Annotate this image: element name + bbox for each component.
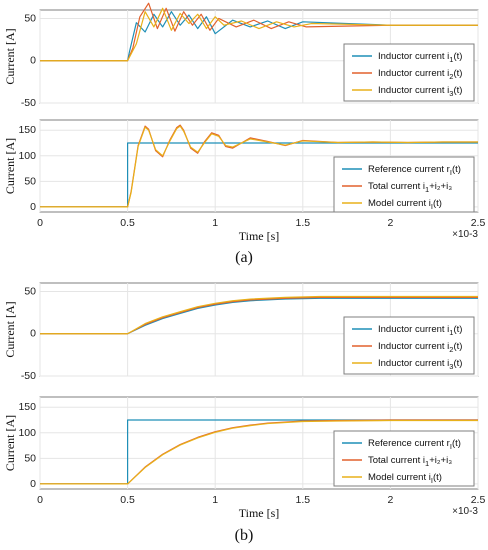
- legend: Inductor current i1(t) Inductor current i…: [343, 43, 475, 102]
- x-tick-label: 2.5: [471, 494, 486, 506]
- series-line-2: [40, 2, 478, 62]
- y-tick-label: -50: [21, 370, 36, 382]
- legend-label: Inductor current i1(t): [378, 324, 462, 337]
- y-axis-label: Current [A]: [3, 415, 17, 471]
- y-tick-label: 100: [18, 150, 36, 162]
- series-line-1: [40, 297, 478, 335]
- caption-a: (a): [235, 249, 253, 266]
- x-tick-label: 0: [37, 494, 43, 506]
- y-tick-label: 50: [24, 452, 36, 464]
- x-tick-label: 1: [212, 217, 218, 229]
- series-line-3: [40, 125, 478, 208]
- legend-label: Model current iI(t): [368, 198, 442, 211]
- y-axis-label: Current [A]: [3, 301, 17, 357]
- y-axis-label: Current [A]: [3, 138, 17, 194]
- y-tick-label: 150: [18, 401, 36, 413]
- x-tick-label: 2.5: [471, 217, 486, 229]
- series-line-2: [40, 296, 478, 335]
- y-tick-label: 50: [24, 12, 36, 24]
- y-tick-label: 150: [18, 124, 36, 136]
- x-tick-label: 0.5: [120, 217, 135, 229]
- legend-label: Inductor current i2(t): [378, 68, 462, 81]
- series-line-3: [40, 295, 478, 335]
- legend: Inductor current i1(t) Inductor current i…: [343, 316, 475, 375]
- legend-label: Inductor current i1(t): [378, 51, 462, 64]
- x-tick-label: 2: [387, 217, 393, 229]
- y-tick-label: 100: [18, 427, 36, 439]
- y-tick-label: 0: [30, 328, 36, 340]
- y-tick-label: -50: [21, 97, 36, 109]
- legend-label: Total current i1+i₂+i₃: [368, 181, 452, 194]
- x-tick-label: 1.5: [295, 217, 310, 229]
- x-multiplier: ×10-3: [452, 506, 478, 517]
- y-axis-label: Current [A]: [3, 28, 17, 84]
- legend: Reference current rI(t) Total current i1+…: [333, 156, 475, 213]
- y-tick-label: 0: [30, 201, 36, 213]
- y-tick-label: 0: [30, 55, 36, 67]
- x-axis-label: Time [s]: [239, 506, 280, 520]
- legend-label: Inductor current i2(t): [378, 341, 462, 354]
- caption-b: (b): [235, 527, 254, 544]
- x-tick-label: 0: [37, 217, 43, 229]
- legend-label: Reference current rI(t): [368, 438, 461, 451]
- y-tick-label: 50: [24, 285, 36, 297]
- legend-label: Reference current rI(t): [368, 164, 461, 177]
- x-axis-label: Time [s]: [239, 229, 280, 243]
- y-tick-label: 50: [24, 175, 36, 187]
- x-tick-label: 0.5: [120, 494, 135, 506]
- legend: Reference current rI(t) Total current i1+…: [333, 430, 475, 487]
- x-tick-label: 1: [212, 494, 218, 506]
- series-line-3: [40, 419, 478, 485]
- legend-label: Model current iI(t): [368, 472, 442, 485]
- legend-label: Inductor current i3(t): [378, 358, 462, 371]
- y-tick-label: 0: [30, 478, 36, 490]
- legend-label: Inductor current i3(t): [378, 85, 462, 98]
- x-tick-label: 1.5: [295, 494, 310, 506]
- x-tick-label: 2: [387, 494, 393, 506]
- series-line-3: [40, 7, 478, 62]
- x-multiplier: ×10-3: [452, 229, 478, 240]
- legend-label: Total current i1+i₂+i₃: [368, 455, 452, 468]
